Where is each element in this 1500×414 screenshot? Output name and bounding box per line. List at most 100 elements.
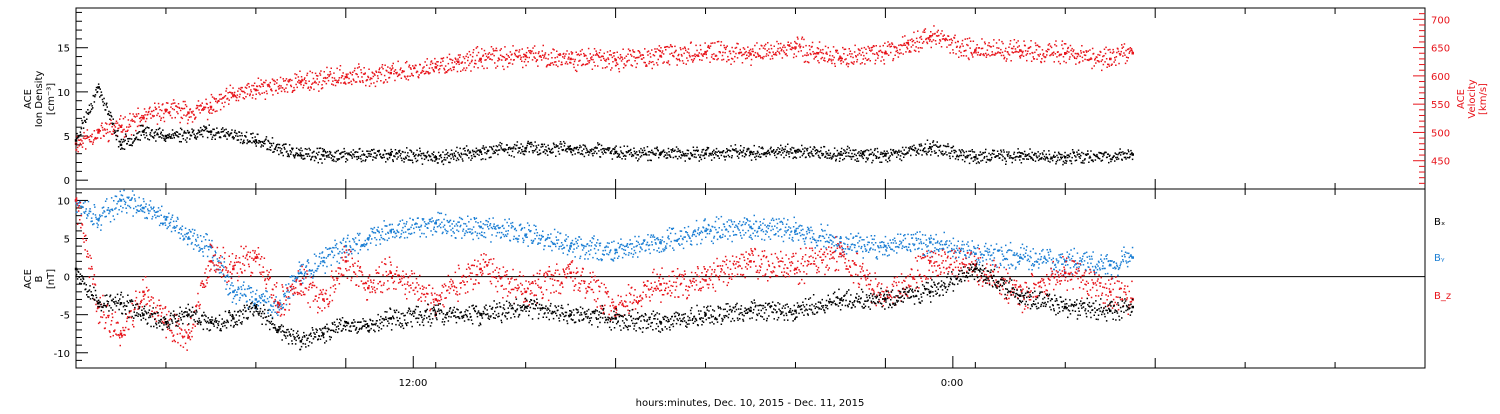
by-sample [383,220,385,222]
density-sample [975,157,977,159]
velocity-sample [574,61,576,63]
density-sample [915,148,917,150]
velocity-sample [792,47,794,49]
velocity-sample [137,126,139,128]
density-point [255,139,258,142]
density-sample [783,149,785,151]
by-sample [513,236,515,238]
velocity-sample [279,87,281,89]
velocity-sample [646,65,648,67]
velocity-sample [149,108,151,110]
velocity-sample [342,75,344,77]
by-sample [211,240,213,242]
density-sample [237,136,239,138]
velocity-sample [149,107,151,109]
velocity-sample [876,52,878,54]
velocity-sample [277,79,279,81]
by-sample [462,219,464,221]
density-sample [564,143,566,145]
velocity-sample [837,50,839,52]
density-sample [840,151,842,153]
velocity-sample [169,113,171,115]
velocity-sample [493,55,495,57]
velocity-sample [732,58,734,60]
density-sample [1021,162,1023,164]
density-sample [558,148,560,150]
density-sample [790,149,792,151]
by-sample [413,219,415,221]
by-sample [523,240,525,242]
density-sample [149,134,151,136]
velocity-sample [119,118,121,120]
velocity-sample [540,57,542,59]
velocity-sample [123,118,125,120]
density-sample [434,157,436,159]
density-sample [220,137,222,139]
density-sample [441,157,443,159]
density-sample [1115,157,1117,159]
velocity-sample [483,68,485,70]
density-sample [689,158,691,160]
velocity-sample [588,62,590,64]
density-sample [1052,160,1054,162]
velocity-sample [378,71,380,73]
density-sample [694,156,696,158]
density-sample [151,129,153,131]
velocity-sample [598,55,600,57]
density-sample [279,144,281,146]
by-sample [496,235,498,237]
density-sample [694,154,696,156]
by-sample [100,229,102,231]
velocity-sample [174,109,176,111]
density-sample [395,149,397,151]
velocity-sample [966,55,968,57]
velocity-sample [455,59,457,61]
density-sample [142,125,144,127]
by-sample [481,232,483,234]
velocity-sample [457,71,459,73]
velocity-sample [518,55,520,57]
density-sample [177,132,179,134]
by-sample [484,224,486,226]
by-sample [150,207,152,209]
velocity-sample [531,50,533,52]
velocity-sample [202,102,204,104]
velocity-sample [1062,48,1064,50]
density-sample [703,155,705,157]
density-sample [860,150,862,152]
velocity-sample [594,65,596,67]
velocity-sample [857,59,859,61]
velocity-sample [997,51,999,53]
velocity-sample [826,52,828,54]
density-sample [125,133,127,135]
velocity-sample [1013,46,1015,48]
velocity-sample [833,46,835,48]
velocity-sample [285,87,287,89]
velocity-sample [730,53,732,55]
velocity-sample [389,77,391,79]
velocity-sample [951,42,953,44]
velocity-sample [644,48,646,50]
velocity-sample [1081,52,1083,54]
velocity-sample [1075,53,1077,55]
velocity-sample [381,74,383,76]
by-sample [113,215,115,217]
by-sample [152,208,154,210]
density-sample [205,126,207,128]
by-sample [466,225,468,227]
density-sample [965,157,967,159]
velocity-sample [632,49,634,51]
by-sample [232,285,234,287]
velocity-sample [101,125,103,127]
velocity-sample [160,120,162,122]
velocity-sample [822,57,824,59]
density-sample [256,145,258,147]
density-sample [456,160,458,162]
velocity-sample [481,48,483,50]
velocity-sample [635,67,637,69]
velocity-sample [477,67,479,69]
density-sample [918,149,920,151]
velocity-sample [485,53,487,55]
velocity-sample [801,50,803,52]
by-sample [436,219,438,221]
